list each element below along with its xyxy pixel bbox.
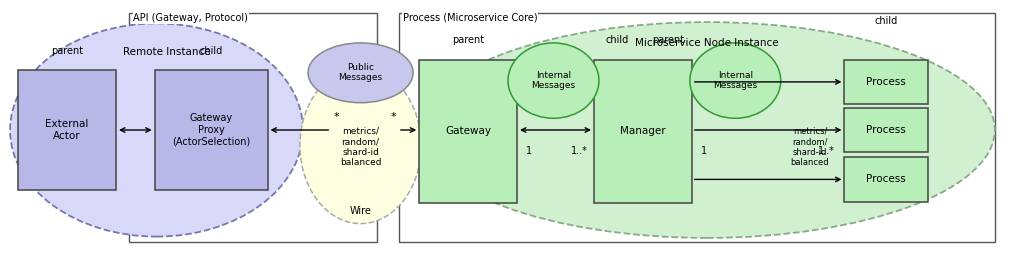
Ellipse shape <box>508 43 599 118</box>
Text: *: * <box>391 112 397 122</box>
Text: parent: parent <box>52 46 83 56</box>
Text: Process (Microservice Core): Process (Microservice Core) <box>403 13 537 23</box>
Bar <box>155 70 268 190</box>
Text: 1..*: 1..* <box>572 146 588 156</box>
Bar <box>844 108 928 152</box>
Text: child: child <box>199 46 223 56</box>
Text: Gateway
Proxy
(ActorSelection): Gateway Proxy (ActorSelection) <box>172 113 250 147</box>
Bar <box>844 60 928 104</box>
Text: *: * <box>333 112 339 122</box>
Text: 1: 1 <box>526 146 532 156</box>
Bar <box>399 13 995 242</box>
Text: 1: 1 <box>701 146 707 156</box>
Text: Internal
Messages: Internal Messages <box>713 71 758 90</box>
Ellipse shape <box>690 43 781 118</box>
Text: Process: Process <box>867 77 906 87</box>
Ellipse shape <box>308 43 413 103</box>
Bar <box>844 157 928 202</box>
Text: metrics/
random/
shard-id
balanced: metrics/ random/ shard-id balanced <box>791 127 829 167</box>
Bar <box>18 70 116 190</box>
Text: Public
Messages: Public Messages <box>338 63 383 82</box>
Text: Process: Process <box>867 125 906 135</box>
Bar <box>594 60 692 203</box>
Text: child: child <box>606 36 629 46</box>
Text: Wire: Wire <box>349 206 372 216</box>
Text: parent: parent <box>452 36 484 46</box>
Text: child: child <box>875 16 898 26</box>
Bar <box>129 13 377 242</box>
Ellipse shape <box>10 23 303 237</box>
Text: 1..*: 1..* <box>818 146 834 156</box>
Text: Internal
Messages: Internal Messages <box>531 71 576 90</box>
Text: Gateway: Gateway <box>445 126 491 136</box>
Text: External
Actor: External Actor <box>45 119 89 141</box>
Text: Microservice Node Instance: Microservice Node Instance <box>635 38 779 48</box>
Bar <box>419 60 517 203</box>
Text: API (Gateway, Protocol): API (Gateway, Protocol) <box>133 13 248 23</box>
Text: Manager: Manager <box>620 126 666 136</box>
Text: Remote Instance: Remote Instance <box>123 47 210 57</box>
Text: metrics/
random/
shard-id
balanced: metrics/ random/ shard-id balanced <box>339 127 382 167</box>
Text: parent: parent <box>652 36 684 46</box>
Text: Process: Process <box>867 174 906 184</box>
Ellipse shape <box>419 22 995 238</box>
Ellipse shape <box>300 68 421 224</box>
